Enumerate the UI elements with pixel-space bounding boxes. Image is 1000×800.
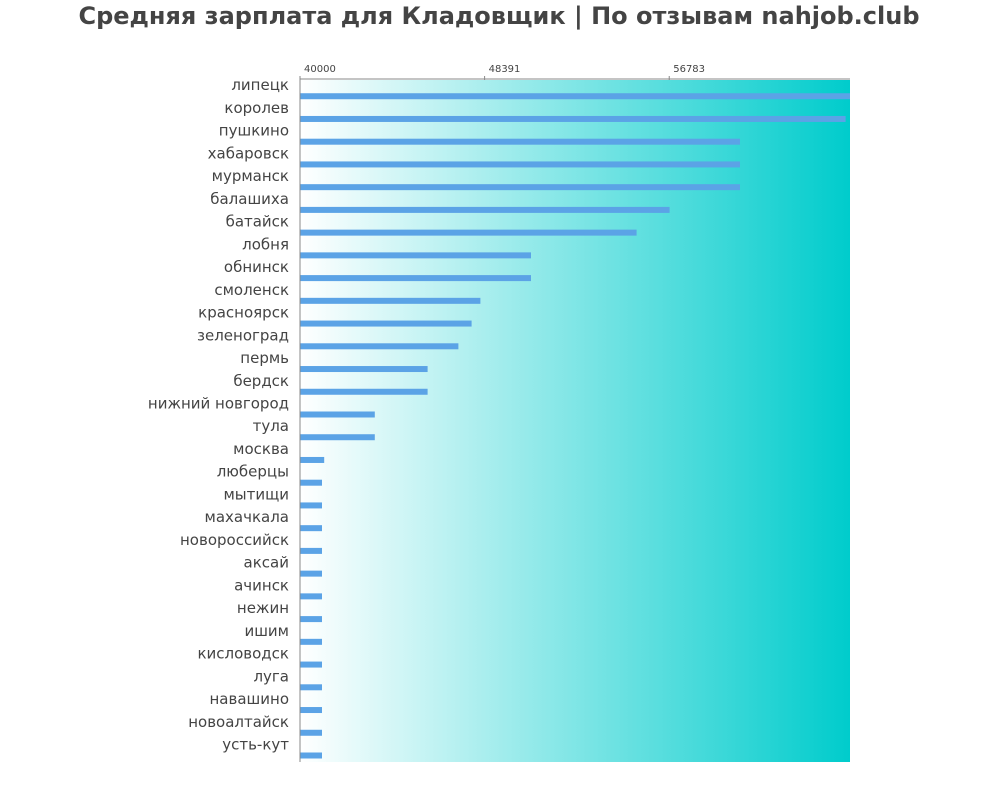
category-label: аксай [244, 554, 289, 572]
category-label: тула [253, 417, 289, 435]
bar [300, 593, 322, 600]
plot-background [300, 80, 850, 762]
bar [300, 616, 322, 623]
category-label: пермь [240, 349, 289, 367]
category-label: новоалтайск [188, 713, 289, 731]
x-tick-label: 48391 [489, 64, 521, 75]
category-label: бердск [233, 372, 289, 390]
bar [300, 638, 322, 645]
category-label: люберцы [217, 463, 289, 481]
category-label: зеленоград [197, 326, 289, 344]
bar [300, 388, 428, 395]
bar [300, 343, 459, 350]
bar [300, 161, 740, 168]
category-label: луга [253, 667, 289, 685]
bar [300, 502, 322, 509]
x-axis-ticks: 40000 48391 56783 [299, 64, 705, 80]
category-label: нежин [237, 599, 289, 617]
bar [300, 252, 531, 259]
bar [300, 297, 481, 304]
category-label: мытищи [223, 485, 289, 503]
category-label: пушкино [219, 122, 289, 140]
bar [300, 661, 322, 668]
category-label: новороссийск [180, 531, 289, 549]
category-label: мурманск [212, 167, 289, 185]
x-tick-label: 56783 [673, 64, 705, 75]
bar [300, 275, 531, 282]
category-label: кисловодск [197, 645, 289, 663]
bars-group [300, 93, 850, 759]
x-tick-label: 40000 [304, 64, 336, 75]
bar [300, 456, 325, 463]
category-label: махачкала [205, 508, 289, 526]
bar [300, 229, 637, 236]
category-label: обнинск [224, 258, 289, 276]
category-label: балашиха [210, 190, 289, 208]
bar [300, 547, 322, 554]
bar [300, 138, 740, 145]
bar [300, 479, 322, 486]
bar [300, 707, 322, 714]
category-label: смоленск [214, 281, 289, 299]
bar [300, 525, 322, 532]
category-label: лобня [242, 235, 289, 253]
bar [300, 434, 375, 441]
bar [300, 411, 375, 418]
bar [300, 570, 322, 577]
category-label: усть-кут [222, 735, 289, 753]
bar [300, 115, 846, 122]
bar [300, 93, 850, 100]
category-label: батайск [226, 213, 289, 231]
category-label: нижний новгород [148, 394, 289, 412]
category-label: красноярск [198, 304, 289, 322]
bar [300, 206, 670, 213]
category-label: ачинск [234, 576, 289, 594]
category-label: липецк [231, 76, 289, 94]
bar [300, 320, 472, 327]
bar [300, 366, 428, 373]
bar [300, 752, 322, 759]
category-label: москва [233, 440, 289, 458]
category-label: королев [224, 99, 289, 117]
chart-title: Средняя зарплата для Кладовщик | По отзы… [78, 2, 919, 30]
bar [300, 729, 322, 736]
bar [300, 684, 322, 691]
bar [300, 184, 740, 191]
category-label: хабаровск [208, 144, 289, 162]
category-label: навашино [210, 690, 290, 708]
category-labels: липецк королев пушкино хабаровск мурманск бал… [148, 76, 289, 753]
category-label: ишим [244, 622, 289, 640]
